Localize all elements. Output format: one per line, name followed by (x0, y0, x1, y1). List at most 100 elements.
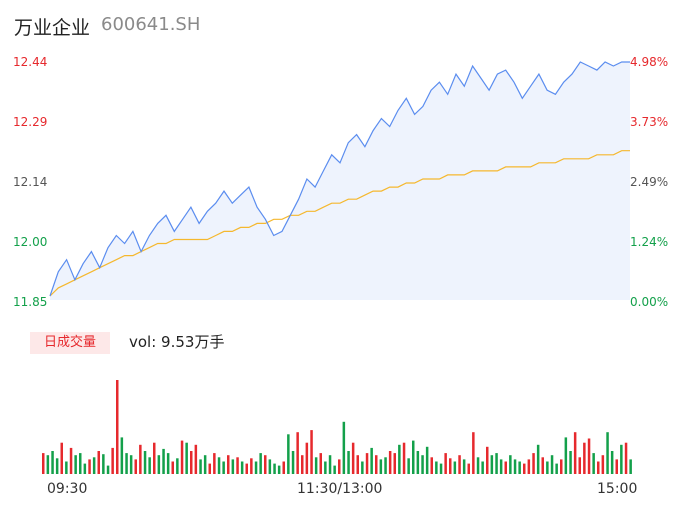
volume-bar (227, 455, 230, 474)
volume-bar (254, 461, 258, 474)
volume-bar (282, 461, 285, 474)
volume-bar (69, 447, 73, 474)
volume-bar (296, 432, 299, 474)
average-price-line (49, 150, 630, 297)
y-label-left-4: 11.85 (13, 295, 48, 309)
volume-bar (361, 461, 364, 474)
volume-bar (388, 451, 392, 474)
price-line (49, 61, 630, 297)
volume-bar (546, 461, 549, 474)
volume-bar (509, 455, 512, 474)
volume-bar (176, 458, 179, 474)
volume-bar (222, 461, 225, 474)
volume-bar (393, 453, 396, 474)
volume-label: vol: 9.53万手 (129, 333, 225, 351)
volume-bar (116, 380, 119, 474)
volume-bar (333, 465, 336, 474)
volume-bar (153, 442, 156, 474)
volume-bar (273, 463, 276, 474)
y-label-left-1: 12.29 (13, 115, 48, 129)
volume-bar (536, 444, 540, 474)
volume-bar (569, 451, 572, 474)
volume-bar (412, 440, 415, 474)
volume-bar (60, 442, 63, 474)
volume-bar (629, 459, 632, 474)
volume-bar (134, 459, 137, 474)
volume-bar (199, 459, 202, 474)
volume-bar (564, 437, 568, 474)
volume-bar (190, 451, 193, 474)
y-label-left-3: 12.00 (13, 235, 48, 249)
volume-bar (439, 463, 443, 474)
volume-bar (287, 434, 290, 474)
volume-bar (573, 432, 577, 474)
volume-bar (398, 444, 401, 474)
volume-bar (83, 463, 87, 474)
volume-bar (51, 451, 54, 474)
volume-bar (606, 432, 609, 474)
y-label-right-0: 4.98% (630, 55, 669, 69)
volume-bar (139, 444, 142, 474)
volume-bar (46, 455, 50, 474)
volume-bar (185, 442, 188, 474)
time-label-close: 15:00 (597, 481, 638, 497)
volume-bar (277, 465, 281, 474)
volume-bar (301, 455, 304, 474)
volume-bar (291, 451, 295, 474)
volume-bar (240, 461, 244, 474)
volume-bar (453, 461, 457, 474)
volume-bar (407, 458, 410, 474)
volume-bar (425, 446, 429, 474)
volume-bar (236, 457, 239, 474)
volume-bar (467, 463, 470, 474)
volume-bar (171, 461, 174, 474)
volume-bar (55, 458, 59, 474)
volume-bar (444, 453, 447, 474)
volume-bar (79, 453, 82, 474)
volume-bar (527, 459, 531, 474)
volume-bar (550, 455, 554, 474)
volume-bar (342, 421, 346, 474)
volume-bar (347, 451, 350, 474)
volume-bar (268, 459, 272, 474)
volume-bar (166, 453, 170, 474)
volume-bar (111, 447, 114, 474)
volume-bar (162, 448, 165, 474)
volume-bar (578, 457, 581, 474)
volume-bar (592, 453, 595, 474)
volume-bar (213, 453, 216, 474)
y-label-right-3: 1.24% (630, 235, 669, 249)
volume-bar (245, 463, 248, 474)
volume-bar (375, 455, 378, 474)
volume-bar (458, 455, 461, 474)
volume-bar (583, 442, 586, 474)
volume-bar (532, 453, 535, 474)
volume-bar (157, 455, 161, 474)
volume-bar (319, 453, 322, 474)
y-label-right-4: 0.00% (630, 295, 669, 309)
volume-bar (314, 457, 318, 474)
volume-bar (472, 432, 475, 474)
volume-bar (217, 457, 221, 474)
volume-bar (365, 453, 369, 474)
volume-bar (490, 455, 494, 474)
volume-bar (208, 463, 211, 474)
volume-bar (587, 438, 591, 474)
volume-bar (97, 451, 100, 474)
volume-bar (264, 455, 267, 474)
volume-bar (620, 444, 623, 474)
volume-bar (555, 463, 558, 474)
volume-bar (338, 459, 341, 474)
volume-bar (106, 465, 110, 474)
volume-bar (92, 457, 96, 474)
volume-bar (384, 457, 387, 474)
volume-bar (481, 461, 484, 474)
volume-bar (129, 455, 133, 474)
time-label-open: 09:30 (47, 481, 88, 497)
volume-tag[interactable]: 日成交量 (30, 332, 110, 354)
volume-bar (102, 454, 105, 474)
volume-bar (541, 457, 544, 474)
volume-bar (513, 459, 517, 474)
volume-bar (601, 455, 605, 474)
